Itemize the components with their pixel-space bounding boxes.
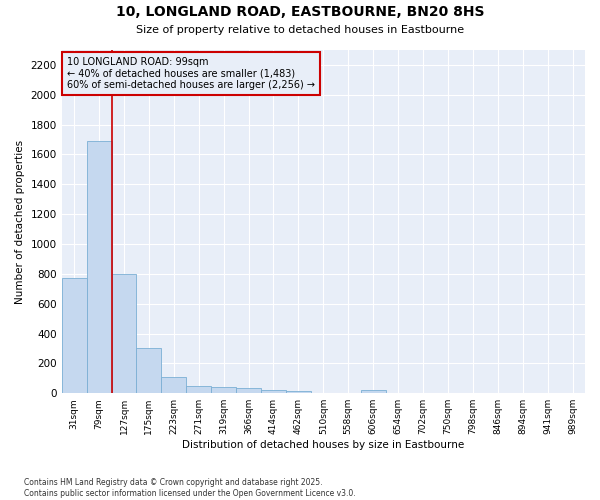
X-axis label: Distribution of detached houses by size in Eastbourne: Distribution of detached houses by size … <box>182 440 464 450</box>
Bar <box>361 390 386 393</box>
Text: Size of property relative to detached houses in Eastbourne: Size of property relative to detached ho… <box>136 25 464 35</box>
Bar <box>211 387 236 393</box>
Text: 10, LONGLAND ROAD, EASTBOURNE, BN20 8HS: 10, LONGLAND ROAD, EASTBOURNE, BN20 8HS <box>116 5 484 19</box>
Bar <box>286 390 311 393</box>
Bar <box>62 278 86 393</box>
Bar <box>186 386 211 393</box>
Text: 10 LONGLAND ROAD: 99sqm
← 40% of detached houses are smaller (1,483)
60% of semi: 10 LONGLAND ROAD: 99sqm ← 40% of detache… <box>67 57 315 90</box>
Bar <box>261 390 286 393</box>
Bar <box>112 274 136 393</box>
Bar <box>161 377 186 393</box>
Bar <box>86 141 112 393</box>
Y-axis label: Number of detached properties: Number of detached properties <box>15 140 25 304</box>
Bar <box>236 388 261 393</box>
Bar <box>136 348 161 393</box>
Text: Contains HM Land Registry data © Crown copyright and database right 2025.
Contai: Contains HM Land Registry data © Crown c… <box>24 478 356 498</box>
